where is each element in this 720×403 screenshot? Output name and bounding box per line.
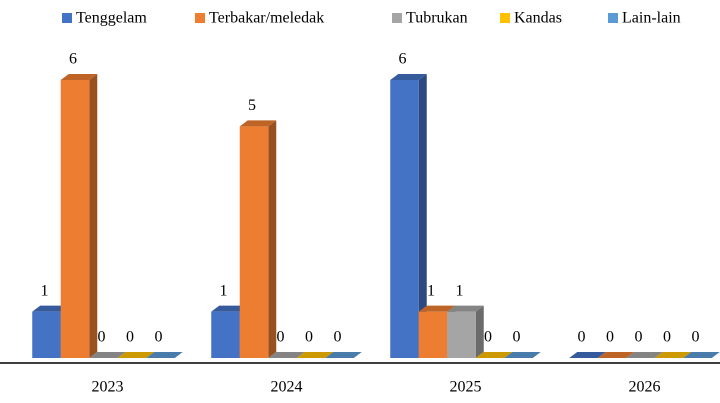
data-label: 0: [635, 329, 643, 346]
bar-side: [418, 74, 427, 358]
bar: [60, 74, 98, 358]
bar-side: [89, 74, 98, 358]
bar-side: [268, 120, 277, 358]
bar-top: [626, 352, 663, 358]
x-tick-label: 2024: [271, 379, 303, 396]
data-label: 5: [248, 97, 256, 114]
bar: [447, 305, 484, 358]
legend-label: Kandas: [514, 10, 562, 27]
data-label: 1: [427, 282, 435, 299]
data-label: 0: [98, 329, 106, 346]
bar-top: [654, 352, 692, 358]
data-label: 0: [578, 329, 586, 346]
x-tick-label: 2026: [629, 379, 661, 396]
data-label: 6: [69, 51, 77, 68]
bar: [475, 352, 513, 358]
bar: [89, 352, 126, 358]
bar: [390, 74, 427, 358]
bar-top: [504, 352, 541, 358]
bar-top: [146, 352, 183, 358]
legend-label: Lain-lain: [622, 10, 681, 27]
bar: [626, 352, 663, 358]
bar: [325, 352, 362, 358]
data-label: 0: [305, 329, 313, 346]
legend: Tenggelam Terbakar/meledak Tubrukan Kandas L…: [62, 10, 681, 27]
data-label: 0: [277, 329, 285, 346]
data-label: 0: [692, 329, 700, 346]
x-tick-label: 2023: [92, 379, 124, 396]
data-label: 0: [126, 329, 134, 346]
legend-label: Tubrukan: [406, 10, 468, 27]
legend-label: Tenggelam: [76, 10, 147, 27]
data-label: 0: [155, 329, 163, 346]
bar-front: [447, 311, 476, 358]
bar-top: [418, 305, 456, 312]
x-tick-label: 2025: [450, 379, 482, 396]
bar: [654, 352, 692, 358]
legend-swatch: [500, 13, 510, 23]
bar-top: [325, 352, 362, 358]
bar-top: [390, 74, 427, 80]
bar: [296, 352, 334, 358]
bar: [117, 352, 155, 358]
bar: [683, 352, 720, 358]
bar-front: [390, 80, 419, 358]
bar: [597, 352, 635, 358]
bar: [239, 120, 277, 358]
bar-top: [60, 74, 98, 80]
bar-top: [117, 352, 155, 358]
bar-front: [418, 311, 448, 358]
bar-top: [239, 120, 277, 127]
data-label: 0: [663, 329, 671, 346]
bar-front: [60, 80, 90, 358]
data-label: 6: [399, 51, 407, 68]
legend-swatch: [195, 13, 205, 23]
bar-top: [296, 352, 334, 358]
bar: [146, 352, 183, 358]
data-label: 1: [456, 282, 464, 299]
bar: [268, 352, 305, 358]
data-label: 0: [513, 329, 521, 346]
data-label: 1: [41, 282, 49, 299]
bar: [569, 352, 606, 358]
bar-top: [683, 352, 720, 358]
legend-swatch: [608, 13, 618, 23]
data-label: 1: [220, 282, 228, 299]
bar-top: [89, 352, 126, 358]
bar-side: [475, 305, 484, 358]
bar-top: [268, 352, 305, 358]
bar-top: [475, 352, 513, 358]
bar-front: [32, 311, 61, 358]
bar-top: [569, 352, 606, 358]
legend-swatch: [62, 13, 72, 23]
data-label: 0: [334, 329, 342, 346]
data-label: 0: [606, 329, 614, 346]
data-label: 0: [484, 329, 492, 346]
legend-swatch: [392, 13, 402, 23]
bar: [504, 352, 541, 358]
bar-front: [239, 126, 269, 358]
bar-top: [597, 352, 635, 358]
legend-label: Terbakar/meledak: [209, 10, 324, 27]
bar-top: [32, 305, 69, 312]
bar-top: [211, 305, 248, 312]
bar-top: [447, 305, 484, 312]
bar-front: [211, 311, 240, 358]
